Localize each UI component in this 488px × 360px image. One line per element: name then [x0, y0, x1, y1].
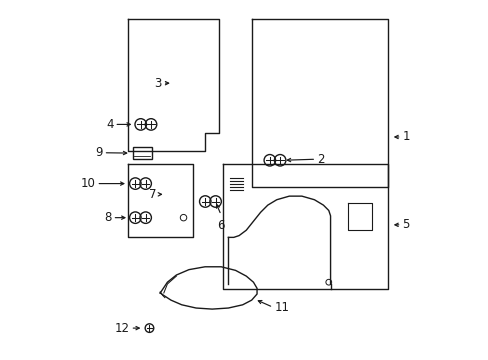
- Text: 6: 6: [217, 220, 224, 233]
- Text: 3: 3: [154, 77, 162, 90]
- Text: 11: 11: [274, 301, 289, 314]
- Text: 10: 10: [81, 177, 96, 190]
- Text: 9: 9: [95, 146, 102, 159]
- Bar: [133, 147, 151, 159]
- Text: 5: 5: [402, 218, 409, 231]
- Text: 8: 8: [104, 211, 112, 224]
- Text: 2: 2: [317, 153, 324, 166]
- Text: 1: 1: [402, 130, 409, 144]
- Text: 4: 4: [106, 118, 113, 131]
- Text: 7: 7: [149, 188, 156, 201]
- Text: 12: 12: [115, 321, 129, 334]
